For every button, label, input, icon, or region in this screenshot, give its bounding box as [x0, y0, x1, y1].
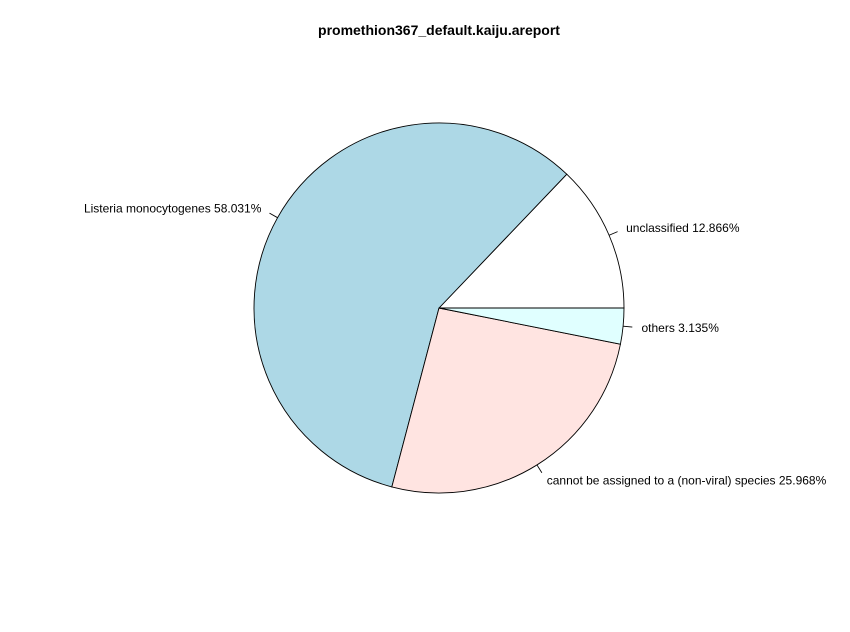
slice-labels: unclassified 12.866% Listeria monocytogen…: [84, 202, 827, 488]
leader-line-1: [269, 212, 278, 219]
slice-label-0: unclassified 12.866%: [626, 221, 740, 235]
chart-title: promethion367_default.kaiju.areport: [318, 22, 560, 38]
pie-slices: [253, 122, 625, 494]
leader-line-3: [623, 325, 633, 328]
leader-lines: [269, 212, 633, 474]
slice-label-2: cannot be assigned to a (non-viral) spec…: [547, 474, 827, 488]
pie-slice-1: [253, 122, 568, 488]
leader-line-0: [608, 231, 618, 236]
slice-label-1: Listeria monocytogenes 58.031%: [84, 202, 262, 216]
slice-label-3: others 3.135%: [642, 321, 720, 335]
pie-slice-2: [391, 307, 621, 494]
leader-line-2: [536, 464, 543, 474]
